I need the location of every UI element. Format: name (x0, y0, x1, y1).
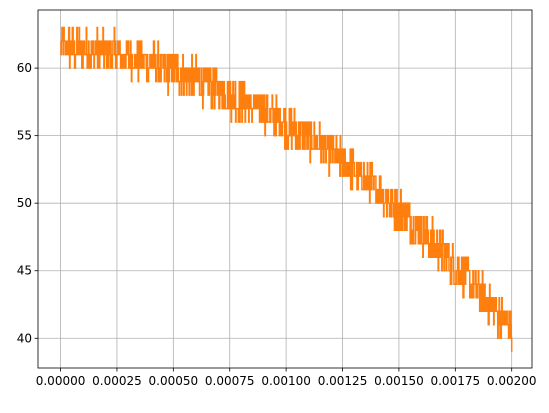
x-tick-label: 0.00150 (374, 374, 424, 388)
x-tick-label: 0.00100 (261, 374, 311, 388)
x-tick-label: 0.00125 (318, 374, 368, 388)
y-tick-label: 60 (17, 61, 32, 75)
x-tick-label: 0.00000 (36, 374, 86, 388)
x-tick-label: 0.00025 (92, 374, 142, 388)
y-tick-label: 40 (17, 331, 32, 345)
x-tick-label: 0.00075 (205, 374, 255, 388)
y-tick-label: 45 (17, 264, 32, 278)
x-tick-label: 0.00175 (430, 374, 480, 388)
y-tick-label: 55 (17, 129, 32, 143)
x-tick-label: 0.00050 (149, 374, 199, 388)
y-tick-label: 50 (17, 196, 32, 210)
x-tick-label: 0.00200 (487, 374, 537, 388)
